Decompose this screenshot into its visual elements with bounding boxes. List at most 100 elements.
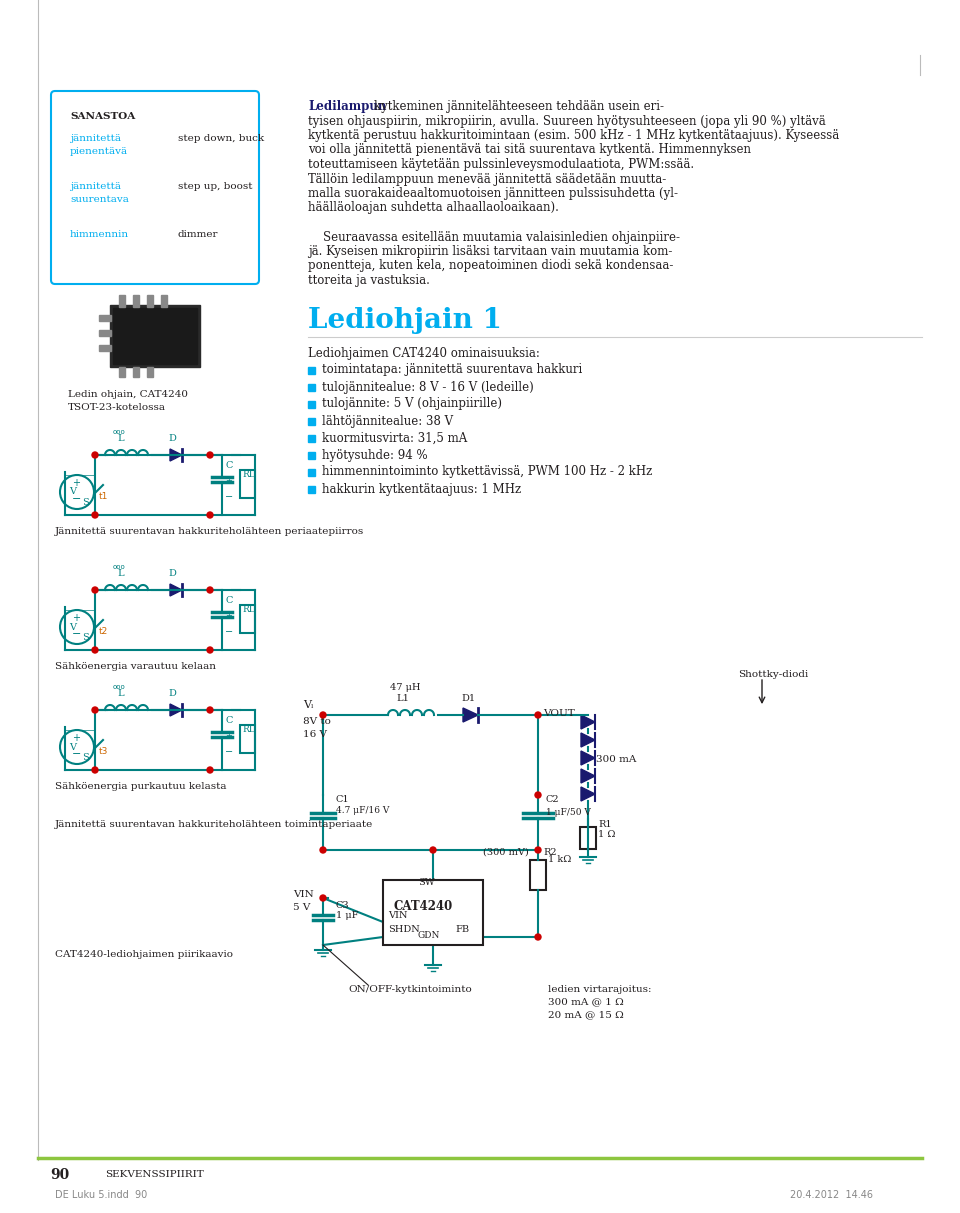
Text: t3: t3 <box>99 747 108 756</box>
Bar <box>580 827 596 849</box>
Circle shape <box>535 847 541 853</box>
Text: häälläoloajan suhdetta alhaallaoloaikaan).: häälläoloajan suhdetta alhaallaoloaikaan… <box>308 201 559 215</box>
Polygon shape <box>581 733 595 747</box>
Bar <box>147 368 153 377</box>
Text: t2: t2 <box>99 627 108 636</box>
Bar <box>308 485 315 492</box>
Text: Jännitettä suurentavan hakkuriteholähteen periaatepiirros: Jännitettä suurentavan hakkuriteholähtee… <box>55 526 364 536</box>
Text: SANASTOA: SANASTOA <box>70 112 135 121</box>
Text: +: + <box>72 478 80 488</box>
Text: D: D <box>168 569 176 579</box>
Text: SEKVENSSIPIIRIT: SEKVENSSIPIIRIT <box>105 1171 204 1179</box>
Circle shape <box>320 712 326 718</box>
Text: Ledilampun: Ledilampun <box>308 99 386 113</box>
Text: C1: C1 <box>336 795 349 804</box>
Text: Sähköenergia varautuu kelaan: Sähköenergia varautuu kelaan <box>55 662 216 671</box>
Text: voi olla jännitettä pienentävä tai sitä suurentava kytkentä. Himmennyksen: voi olla jännitettä pienentävä tai sitä … <box>308 143 751 156</box>
Text: −: − <box>225 492 233 502</box>
Text: 5 V: 5 V <box>293 902 310 912</box>
Text: R2: R2 <box>543 848 557 858</box>
Text: V: V <box>69 622 76 632</box>
Text: S: S <box>82 753 88 762</box>
Bar <box>133 295 139 307</box>
Text: C2: C2 <box>546 795 560 804</box>
Text: RL: RL <box>242 469 254 479</box>
Text: kytkeminen jännitelähteeseen tehdään usein eri-: kytkeminen jännitelähteeseen tehdään use… <box>374 99 664 113</box>
Text: Lediohjaimen CAT4240 ominaisuuksia:: Lediohjaimen CAT4240 ominaisuuksia: <box>308 347 540 359</box>
Text: Seuraavassa esitellään muutamia valaisinledien ohjainpiire-: Seuraavassa esitellään muutamia valaisin… <box>308 230 680 244</box>
Bar <box>530 860 546 890</box>
Bar <box>133 368 139 377</box>
Circle shape <box>320 895 326 901</box>
Text: D: D <box>168 689 176 697</box>
Text: ttoreita ja vastuksia.: ttoreita ja vastuksia. <box>308 274 430 287</box>
Text: −: − <box>72 630 82 639</box>
Text: Ledin ohjain, CAT4240
TSOT-23-kotelossa: Ledin ohjain, CAT4240 TSOT-23-kotelossa <box>68 391 188 411</box>
Circle shape <box>92 512 98 518</box>
Bar <box>99 344 111 351</box>
Text: RL: RL <box>242 725 254 734</box>
Text: 20.4.2012  14.46: 20.4.2012 14.46 <box>790 1190 873 1200</box>
Text: suurentava: suurentava <box>70 195 129 204</box>
Bar <box>240 725 255 753</box>
FancyBboxPatch shape <box>51 91 259 284</box>
Text: S: S <box>82 499 88 507</box>
Text: 1 μF: 1 μF <box>336 911 358 919</box>
Text: L: L <box>117 569 124 579</box>
Text: GDN: GDN <box>418 932 441 940</box>
Bar <box>308 451 315 459</box>
Circle shape <box>207 512 213 518</box>
Text: C3: C3 <box>336 901 349 910</box>
Bar <box>147 295 153 307</box>
Text: 8V to: 8V to <box>303 717 331 727</box>
Circle shape <box>207 587 213 593</box>
Text: tulojännitealue: 8 V - 16 V (ledeille): tulojännitealue: 8 V - 16 V (ledeille) <box>322 381 534 393</box>
Text: (300 mV): (300 mV) <box>483 848 529 858</box>
Circle shape <box>535 934 541 940</box>
Bar <box>99 315 111 321</box>
Text: −: − <box>72 494 82 503</box>
Circle shape <box>92 647 98 653</box>
Text: SHDN: SHDN <box>388 926 420 934</box>
Text: V: V <box>69 742 76 752</box>
Polygon shape <box>581 714 595 729</box>
Text: +: + <box>225 475 232 485</box>
Text: ledien virtarajoitus:
300 mA @ 1 Ω
20 mA @ 15 Ω: ledien virtarajoitus: 300 mA @ 1 Ω 20 mA… <box>548 985 652 1019</box>
Bar <box>119 295 125 307</box>
Text: 16 V: 16 V <box>303 730 327 739</box>
Circle shape <box>207 707 213 713</box>
Text: 1 Ω: 1 Ω <box>598 830 615 839</box>
Text: jännitettä: jännitettä <box>70 133 121 143</box>
Text: himmennin: himmennin <box>70 230 130 239</box>
Text: L: L <box>117 434 124 443</box>
Bar <box>308 468 315 475</box>
Text: +: + <box>72 733 80 744</box>
Bar <box>308 417 315 425</box>
Text: 90: 90 <box>50 1168 69 1181</box>
Bar <box>119 368 125 377</box>
Text: lähtöjännitealue: 38 V: lähtöjännitealue: 38 V <box>322 415 453 427</box>
Bar <box>308 400 315 408</box>
Text: D: D <box>168 434 176 443</box>
Circle shape <box>207 647 213 653</box>
Text: malla suorakaideaaltomuotoisen jännitteen pulssisuhdetta (yl-: malla suorakaideaaltomuotoisen jännittee… <box>308 187 678 200</box>
Circle shape <box>92 767 98 773</box>
Text: VIN: VIN <box>293 890 314 899</box>
Text: ooo: ooo <box>113 684 126 690</box>
Circle shape <box>207 452 213 459</box>
Bar <box>383 879 483 945</box>
Text: 1 μF/50 V: 1 μF/50 V <box>546 808 590 818</box>
Text: VOUT: VOUT <box>543 710 575 718</box>
Text: Sähköenergia purkautuu kelasta: Sähköenergia purkautuu kelasta <box>55 782 227 791</box>
Text: step up, boost: step up, boost <box>178 182 252 190</box>
Circle shape <box>320 847 326 853</box>
Text: +: + <box>225 611 232 620</box>
Text: hakkurin kytkentätaajuus: 1 MHz: hakkurin kytkentätaajuus: 1 MHz <box>322 483 521 495</box>
Circle shape <box>207 767 213 773</box>
Text: 4.7 μF/16 V: 4.7 μF/16 V <box>336 805 390 815</box>
Text: 1 kΩ: 1 kΩ <box>548 855 571 864</box>
Text: hyötysuhde: 94 %: hyötysuhde: 94 % <box>322 449 427 461</box>
Text: ON/OFF-kytkintoiminto: ON/OFF-kytkintoiminto <box>348 985 471 993</box>
Text: S: S <box>82 633 88 642</box>
Text: SW: SW <box>418 878 435 887</box>
